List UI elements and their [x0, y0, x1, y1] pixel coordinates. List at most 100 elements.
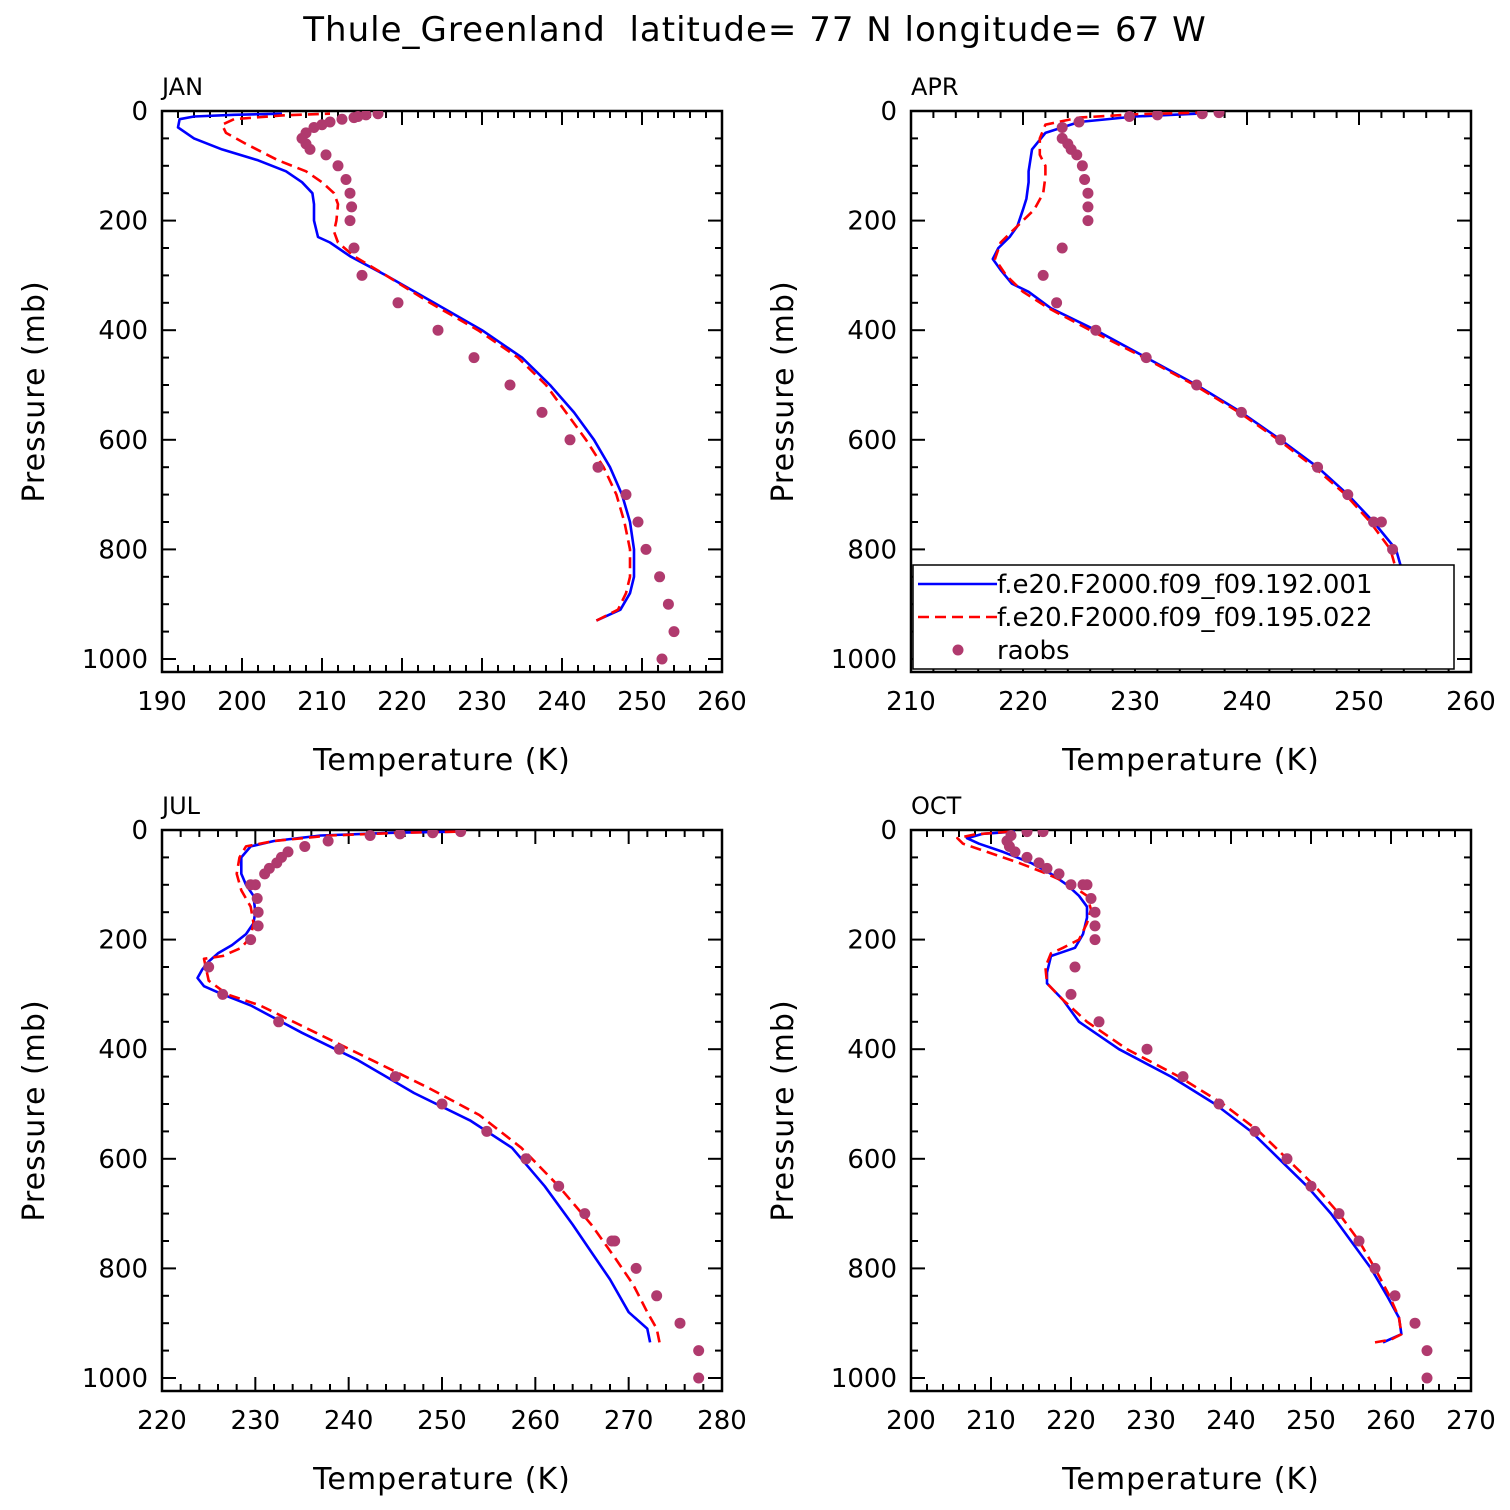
- raobs-point: [1076, 160, 1088, 172]
- x-tick-label: 230: [231, 1406, 281, 1436]
- raobs-point: [1421, 1345, 1433, 1357]
- legend: f.e20.F2000.f09_f09.192.001f.e20.F2000.f…: [912, 564, 1455, 670]
- raobs-point: [1037, 269, 1049, 281]
- raobs-point: [1353, 1235, 1365, 1247]
- plot-frame: [160, 828, 724, 1393]
- raobs-point: [252, 920, 264, 932]
- raobs-point: [1041, 862, 1053, 874]
- x-tick-label: 210: [886, 687, 936, 717]
- raobs-point: [427, 830, 439, 839]
- raobs-point: [332, 160, 344, 172]
- x-tick-label: 220: [137, 1406, 187, 1436]
- panel-jul: 220 230 240 250 260 270 280 0 200 400 600 800 1000 JU…: [17, 792, 747, 1497]
- raobs-point: [299, 840, 311, 852]
- x-tick-label: 260: [1446, 687, 1496, 717]
- raobs-point: [1056, 132, 1068, 144]
- y-tick-label: 400: [847, 316, 897, 346]
- x-tick-label: 210: [966, 1406, 1016, 1436]
- raobs-point: [1089, 934, 1101, 946]
- raobs-point: [432, 324, 444, 336]
- raobs-point: [1375, 516, 1387, 528]
- raobs-point: [481, 1125, 493, 1137]
- y-tick-label: 400: [98, 316, 148, 346]
- y-axis-title: Pressure (mb): [17, 999, 52, 1221]
- x-tick-label: 200: [886, 1406, 936, 1436]
- raobs-point: [273, 1016, 285, 1028]
- raobs-point: [346, 201, 358, 213]
- legend-marker-raobs: [952, 644, 964, 656]
- raobs-point: [606, 1235, 618, 1247]
- raobs-point: [336, 113, 348, 125]
- raobs-point: [1305, 1180, 1317, 1192]
- x-tick-label: 230: [1126, 1406, 1176, 1436]
- raobs-point: [344, 215, 356, 227]
- raobs-point: [372, 111, 384, 120]
- raobs-point: [651, 1290, 663, 1302]
- raobs-point: [1249, 1125, 1261, 1137]
- raobs-point: [668, 626, 680, 638]
- figure-title: Thule_Greenland latitude= 77 N longitude…: [303, 10, 1207, 50]
- raobs-point: [674, 1317, 686, 1329]
- raobs-point: [1275, 434, 1287, 446]
- raobs-point: [436, 1098, 448, 1110]
- y-tick-label: 1000: [82, 645, 148, 675]
- y-tick-label: 600: [98, 426, 148, 456]
- x-axis-title: Temperature (K): [312, 743, 571, 778]
- raobs-point: [640, 543, 652, 555]
- raobs-point: [392, 297, 404, 309]
- x-axis-title: Temperature (K): [1061, 743, 1320, 778]
- raobs-point: [1312, 461, 1324, 473]
- raobs-point: [654, 571, 666, 583]
- series-line-195-022: [993, 111, 1406, 622]
- x-tick-label: 250: [1334, 687, 1384, 717]
- raobs-point: [1123, 111, 1135, 122]
- raobs-point: [1235, 406, 1247, 418]
- y-tick-label: 0: [880, 816, 897, 846]
- y-axis-title: Pressure (mb): [766, 280, 801, 502]
- data-layer: [956, 830, 1433, 1384]
- raobs-point: [252, 906, 264, 918]
- x-tick-label: 260: [697, 687, 747, 717]
- raobs-point: [203, 961, 215, 973]
- panel-label-oct: OCT: [911, 792, 962, 820]
- raobs-point: [468, 352, 480, 364]
- raobs-point: [1051, 297, 1063, 309]
- raobs-point: [348, 112, 360, 124]
- raobs-point: [324, 116, 336, 128]
- raobs-point: [1089, 920, 1101, 932]
- x-axis-title: Temperature (K): [312, 1462, 571, 1497]
- raobs-point: [1368, 516, 1380, 528]
- x-tick-label: 230: [457, 687, 507, 717]
- raobs-point: [1213, 1098, 1225, 1110]
- raobs-point: [1056, 121, 1068, 133]
- y-tick-label: 800: [847, 535, 897, 565]
- raobs-point: [1333, 1208, 1345, 1220]
- y-tick-label: 200: [847, 207, 897, 237]
- x-tick-label: 190: [137, 687, 187, 717]
- x-tick-label: 220: [377, 687, 427, 717]
- raobs-point: [245, 934, 257, 946]
- raobs-point: [1005, 830, 1017, 841]
- raobs-point: [536, 406, 548, 418]
- series-line-195-022: [202, 830, 661, 1343]
- data-layer: [196, 830, 705, 1384]
- y-tick-label: 800: [98, 1254, 148, 1284]
- raobs-point: [1037, 830, 1049, 838]
- plot-frame: [160, 109, 724, 674]
- raobs-point: [1021, 830, 1033, 838]
- raobs-point: [1389, 1290, 1401, 1302]
- y-tick-label: 400: [847, 1035, 897, 1065]
- y-tick-label: 1000: [831, 645, 897, 675]
- y-axis-title: Pressure (mb): [766, 999, 801, 1221]
- raobs-point: [1033, 857, 1045, 869]
- panel-label-jan: JAN: [160, 73, 203, 101]
- raobs-point: [1177, 1071, 1189, 1083]
- raobs-point: [1140, 352, 1152, 364]
- y-tick-label: 400: [98, 1035, 148, 1065]
- x-tick-label: 250: [617, 687, 667, 717]
- raobs-point: [564, 434, 576, 446]
- x-tick-label: 240: [1222, 687, 1272, 717]
- x-tick-label: 260: [1366, 1406, 1416, 1436]
- x-axis-title: Temperature (K): [1061, 1462, 1320, 1497]
